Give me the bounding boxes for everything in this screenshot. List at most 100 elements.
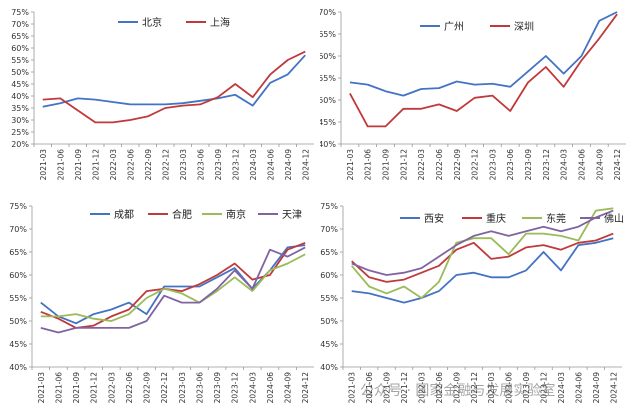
y-tick-label: 55% — [9, 294, 27, 303]
y-tick-label: 40% — [9, 363, 27, 372]
y-tick-label: 40% — [11, 92, 29, 101]
x-tick-label: 2021-06 — [54, 372, 63, 404]
legend-label: 成都 — [114, 209, 134, 221]
y-tick-label: 60% — [11, 44, 29, 53]
series-line-3 — [351, 209, 614, 276]
x-tick-label: 2023-06 — [196, 149, 205, 181]
x-tick-label: 2024-03 — [248, 372, 257, 404]
x-tick-label: 2022-03 — [417, 149, 426, 181]
x-tick-label: 2024-09 — [284, 149, 293, 181]
series-line-1 — [40, 241, 306, 329]
legend-label: 上海 — [210, 16, 230, 29]
x-tick-label: 2021-06 — [364, 149, 373, 181]
series-line-0 — [351, 237, 614, 304]
x-tick-label: 2021-06 — [365, 372, 374, 404]
y-tick-label: 40% — [320, 363, 338, 372]
x-tick-label: 2024-06 — [574, 372, 583, 404]
x-tick-label: 2024-03 — [557, 372, 566, 404]
x-tick-label: 2021-12 — [400, 372, 409, 404]
y-tick-label: 60% — [9, 271, 27, 280]
x-tick-label: 2022-12 — [470, 372, 479, 404]
y-tick-label: 75% — [9, 202, 27, 211]
x-tick-label: 2022-09 — [453, 149, 462, 181]
legend-label: 广州 — [444, 21, 464, 33]
x-tick-label: 2021-09 — [382, 149, 391, 181]
x-tick-label: 2024-12 — [301, 149, 310, 181]
series-line-3 — [40, 246, 306, 334]
y-tick-label: 60% — [320, 52, 336, 61]
x-tick-label: 2024-12 — [609, 372, 618, 404]
y-tick-label: 55% — [320, 74, 336, 83]
chart-beijing-shanghai: 20% 25% 30% 35% 40% 45% 50% 55% 60% 65% 70% 75% 2021… — [11, 8, 314, 181]
x-tick-label: 2022-12 — [161, 149, 170, 181]
legend-label: 深圳 — [514, 21, 534, 33]
chart-guangzhou-shenzhen: 40% 45% 50% 55% 60% 65% 70% 2021-03 2021-06 2021-… — [320, 8, 626, 181]
legend-label: 北京 — [142, 16, 162, 29]
x-tick-label: 2021-09 — [72, 372, 81, 404]
x-tick-label: 2021-12 — [399, 149, 408, 181]
legend-label: 佛山 — [604, 212, 624, 225]
x-tick-label: 2022-09 — [144, 149, 153, 181]
y-tick-label: 25% — [11, 128, 29, 137]
y-tick-label: 45% — [11, 80, 29, 89]
y-tick-label: 70% — [11, 20, 29, 29]
y-tick-label: 30% — [11, 116, 29, 125]
x-tick-label: 2022-12 — [471, 149, 480, 181]
x-tick-label: 2024-09 — [284, 372, 293, 404]
x-tick-label: 2022-03 — [107, 372, 116, 404]
x-tick-label: 2023-03 — [179, 149, 188, 181]
legend-label: 合肥 — [172, 208, 192, 221]
y-tick-label: 65% — [320, 30, 336, 39]
x-tick-label: 2023-06 — [195, 372, 204, 404]
x-tick-label: 2023-12 — [542, 149, 551, 181]
y-tick-label: 45% — [320, 340, 338, 349]
y-tick-label: 55% — [320, 294, 338, 303]
y-tick-label: 70% — [320, 225, 338, 234]
x-tick-label: 2023-12 — [540, 372, 549, 404]
x-tick-label: 2024-06 — [266, 149, 275, 181]
x-tick-label: 2023-09 — [524, 149, 533, 181]
x-tick-label: 2023-03 — [178, 372, 187, 404]
x-tick-label: 2024-12 — [301, 372, 310, 404]
x-tick-label: 2024-06 — [266, 372, 275, 404]
x-tick-label: 2022-06 — [125, 372, 134, 404]
x-tick-label: 2021-12 — [90, 372, 99, 404]
x-tick-label: 2024-12 — [613, 149, 622, 181]
series-line-1 — [351, 232, 614, 283]
x-tick-label: 2022-06 — [126, 149, 135, 181]
legend-label: 天津 — [282, 209, 302, 221]
y-tick-label: 20% — [11, 140, 29, 149]
x-tick-label: 2023-12 — [231, 372, 240, 404]
y-tick-label: 70% — [9, 225, 27, 234]
x-tick-label: 2023-06 — [506, 149, 515, 181]
y-tick-label: 65% — [11, 32, 29, 41]
x-tick-label: 2021-06 — [56, 149, 65, 181]
x-tick-label: 2024-03 — [249, 149, 258, 181]
y-tick-label: 55% — [11, 56, 29, 65]
x-tick-label: 2022-06 — [435, 372, 444, 404]
x-tick-label: 2021-09 — [74, 149, 83, 181]
legend-label: 东莞 — [546, 212, 566, 225]
y-tick-label: 45% — [320, 118, 336, 127]
y-tick-label: 50% — [320, 96, 336, 105]
x-tick-label: 2022-09 — [452, 372, 461, 404]
y-tick-label: 50% — [9, 317, 27, 326]
y-tick-label: 50% — [11, 68, 29, 77]
y-tick-label: 60% — [320, 271, 338, 280]
x-tick-label: 2021-03 — [346, 149, 355, 181]
x-tick-label: 2024-06 — [577, 149, 586, 181]
x-tick-label: 2021-09 — [383, 372, 392, 404]
series-line-0 — [42, 54, 306, 108]
x-tick-label: 2022-06 — [435, 149, 444, 181]
x-tick-label: 2023-12 — [231, 149, 240, 181]
x-tick-label: 2021-12 — [91, 149, 100, 181]
series-line-2 — [40, 253, 306, 322]
x-tick-label: 2024-09 — [595, 149, 604, 181]
y-tick-label: 65% — [9, 248, 27, 257]
legend-label: 重庆 — [486, 212, 506, 225]
x-tick-label: 2022-12 — [160, 372, 169, 404]
legend-label: 南京 — [226, 208, 246, 221]
x-tick-label: 2024-09 — [592, 372, 601, 404]
x-tick-label: 2023-06 — [505, 372, 514, 404]
